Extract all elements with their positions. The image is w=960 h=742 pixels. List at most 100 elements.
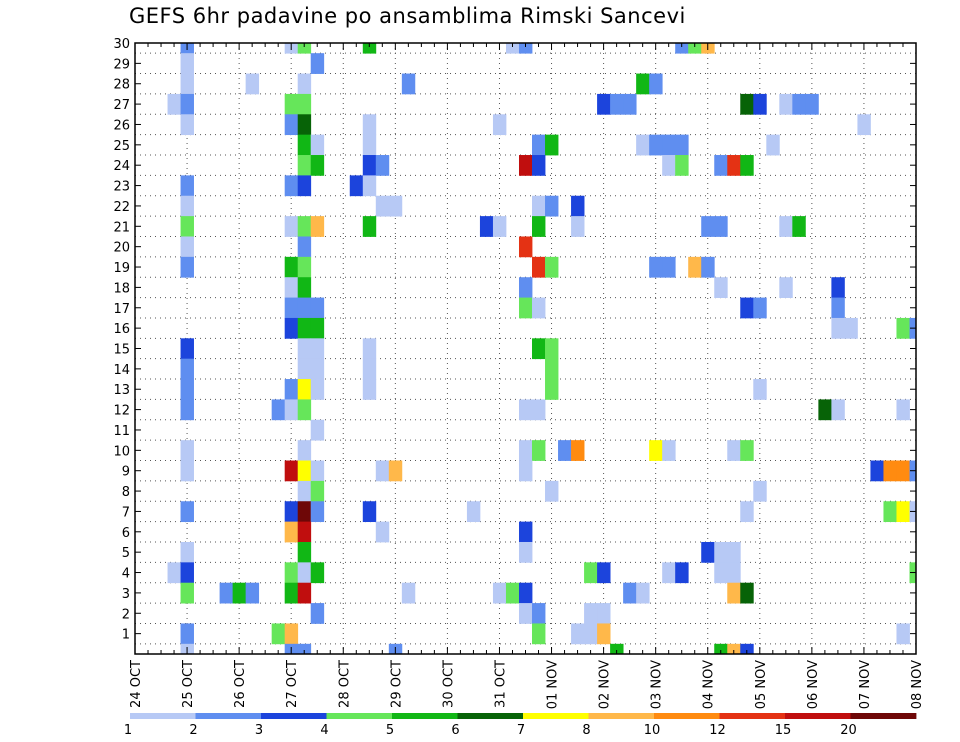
heatmap-cell (180, 195, 194, 217)
x-tick-label: 06 NOV (806, 660, 821, 709)
heatmap-cell (180, 175, 194, 197)
heatmap-cell (297, 277, 312, 298)
heatmap-cell (388, 195, 403, 217)
heatmap-cell (349, 175, 364, 197)
colorbar-label: 1 (124, 723, 132, 738)
heatmap-cell (518, 440, 533, 461)
heatmap-cell (362, 155, 377, 176)
heatmap-cell (362, 379, 377, 400)
heatmap-cell (714, 155, 728, 176)
heatmap-cell (518, 236, 533, 258)
heatmap-cell (271, 399, 286, 421)
heatmap-cell (545, 379, 559, 400)
heatmap-cell (362, 338, 377, 360)
y-tick-label: 27 (113, 98, 130, 113)
heatmap-cell (662, 134, 676, 156)
colorbar-swatch (588, 713, 655, 719)
heatmap-cell (180, 93, 194, 115)
heatmap-cell (492, 582, 507, 604)
heatmap-cell (571, 440, 585, 461)
heatmap-cell (297, 134, 312, 156)
y-tick-label: 18 (113, 281, 130, 296)
heatmap-cell (727, 582, 741, 604)
heatmap-cell (297, 460, 312, 482)
x-tick-label: 01 NOV (546, 660, 561, 709)
heatmap-cell (518, 43, 533, 54)
heatmap-cell (284, 399, 299, 421)
heatmap-cell (375, 460, 390, 482)
heatmap-cell (518, 297, 533, 319)
heatmap-cell (310, 379, 325, 400)
heatmap-cell (362, 114, 377, 136)
x-tick-label: 05 NOV (754, 660, 769, 709)
heatmap-cell (597, 623, 611, 645)
heatmap-cell (532, 338, 546, 360)
heatmap-cell (245, 73, 260, 95)
heatmap-cell (310, 155, 325, 176)
heatmap-cell (701, 256, 715, 278)
heatmap-cell (532, 440, 546, 461)
heatmap-cell (297, 643, 312, 655)
heatmap-cell (597, 93, 611, 115)
heatmap-cell (532, 399, 546, 421)
colorbar-swatch (719, 713, 786, 719)
heatmap-cell (297, 480, 312, 502)
y-tick-label: 8 (122, 485, 130, 500)
x-tick-label: 07 NOV (858, 660, 873, 709)
heatmap-cell (623, 582, 637, 604)
y-tick-label: 22 (113, 200, 130, 215)
heatmap-cell (310, 338, 325, 360)
heatmap-cell (545, 338, 559, 360)
heatmap-cell (297, 541, 312, 563)
heatmap-cell (779, 93, 793, 115)
heatmap-cell (597, 603, 611, 624)
heatmap-cell (284, 114, 299, 136)
y-tick-label: 2 (122, 607, 130, 622)
heatmap-cell (584, 623, 598, 645)
heatmap-cell (740, 297, 754, 319)
colorbar-label: 2 (189, 723, 197, 738)
heatmap-cell (180, 623, 194, 645)
x-tick-label: 03 NOV (650, 660, 665, 709)
heatmap-cell (870, 460, 884, 482)
heatmap-cell (532, 155, 546, 176)
heatmap-cell (545, 134, 559, 156)
heatmap-cell (284, 379, 299, 400)
heatmap-cell (297, 379, 312, 400)
heatmap-cell (896, 399, 910, 421)
heatmap-cell (362, 43, 377, 54)
heatmap-cell (636, 134, 650, 156)
colorbar-swatch (523, 713, 589, 719)
x-tick-label: 28 OCT (337, 660, 352, 708)
colorbar-swatch (130, 713, 196, 719)
heatmap-cell (518, 521, 533, 543)
heatmap-cell (297, 317, 312, 339)
heatmap-cell (297, 297, 312, 319)
heatmap-cell (714, 277, 728, 298)
heatmap-cell (518, 399, 533, 421)
heatmap-cell (310, 460, 325, 482)
heatmap-cell (740, 155, 754, 176)
heatmap-cell (310, 53, 325, 74)
heatmap-cell (219, 582, 234, 604)
heatmap-cell (753, 93, 767, 115)
heatmap-cell (180, 541, 194, 563)
heatmap-cell (492, 114, 507, 136)
heatmap-cell (779, 216, 793, 237)
x-tick-label: 24 OCT (129, 660, 144, 708)
heatmap-cell (297, 114, 312, 136)
heatmap-cell (180, 256, 194, 278)
heatmap-cell (297, 501, 312, 523)
heatmap-cell (831, 297, 845, 319)
heatmap-cell (180, 73, 194, 95)
heatmap-cell (532, 195, 546, 217)
colorbar-label: 20 (840, 723, 857, 738)
colorbar-swatch (326, 713, 393, 719)
heatmap-cell (297, 440, 312, 461)
heatmap-cell (297, 562, 312, 584)
x-axis: 24 OCT 25 OCT 26 OCT 27 OCT 28 OCT 29 OCT 30 O… (129, 43, 925, 709)
heatmap-cell (545, 358, 559, 380)
heatmap-cell (740, 440, 754, 461)
y-tick-label: 11 (113, 424, 130, 439)
